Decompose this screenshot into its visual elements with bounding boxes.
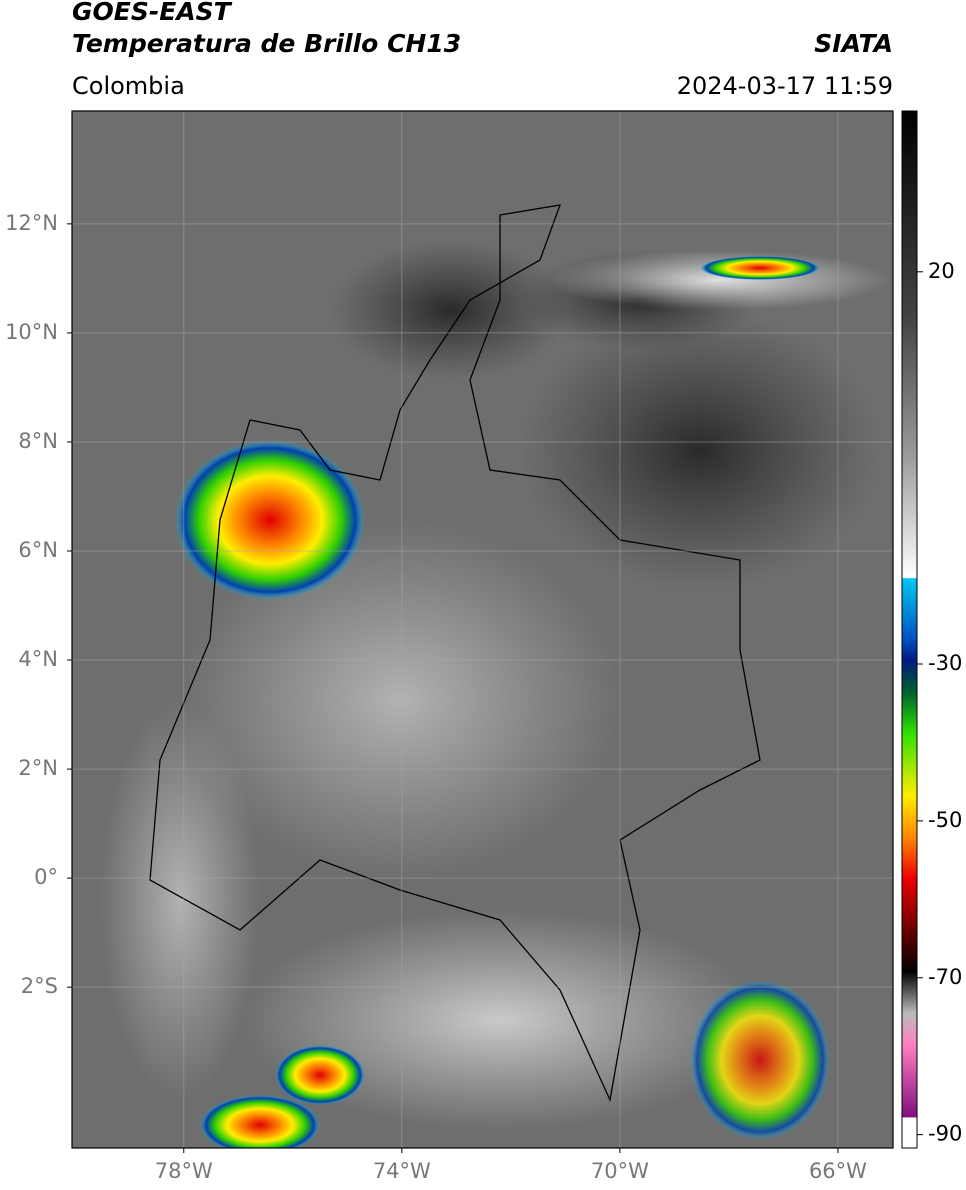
lat-label: 8°N (18, 429, 58, 453)
colorbar-label: -30 (928, 651, 962, 675)
colorbar-label: -90 (928, 1122, 962, 1146)
lat-label: 10°N (5, 320, 58, 344)
lon-label: 78°W (155, 1159, 213, 1183)
lat-label: 2°N (18, 756, 58, 780)
colorbar-label: 20 (928, 259, 955, 283)
colorbar (901, 110, 918, 1149)
graticule (72, 111, 893, 1148)
lon-label: 74°W (373, 1159, 431, 1183)
map-frame (71, 110, 894, 1149)
lat-label: 4°N (18, 647, 58, 671)
source: SIATA (814, 29, 893, 58)
lat-label: 12°N (5, 211, 58, 235)
lat-label: 6°N (18, 538, 58, 562)
lon-label: 70°W (591, 1159, 649, 1183)
lat-label: 0° (34, 865, 58, 889)
title: GOES-EAST (72, 0, 233, 26)
colorbar-label: -50 (928, 808, 962, 832)
lon-label: 66°W (809, 1159, 867, 1183)
title: Temperatura de Brillo CH13 (72, 29, 461, 58)
region: Colombia (72, 72, 185, 100)
colorbar-label: -70 (928, 965, 962, 989)
lat-label: 2°S (21, 974, 58, 998)
satellite-image (72, 111, 893, 1148)
timestamp: 2024-03-17 11:59 (677, 72, 893, 100)
